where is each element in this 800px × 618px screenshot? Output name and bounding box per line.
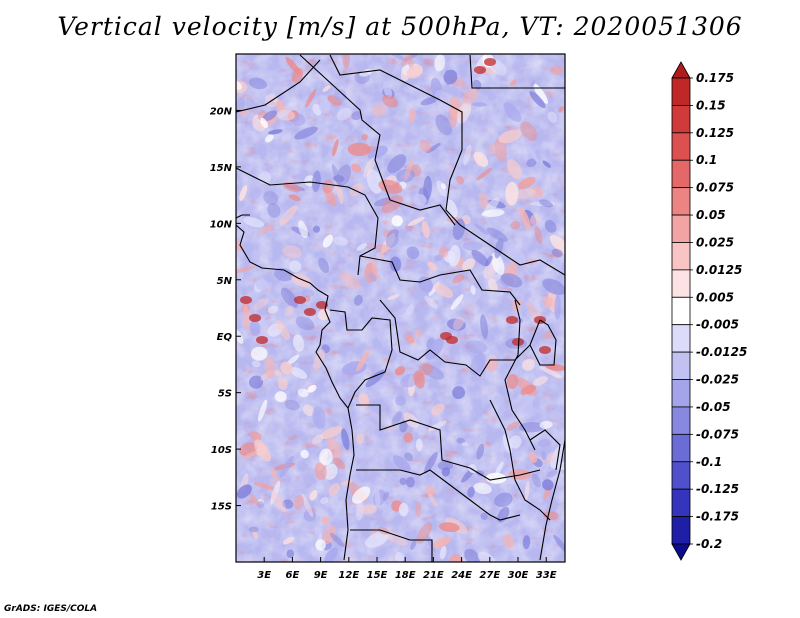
colorbar-box xyxy=(671,242,691,271)
lon-tick-label: 3E xyxy=(257,570,271,581)
grads-credit: GrADS: IGES/COLA xyxy=(4,604,98,614)
lat-tick-label: 10S xyxy=(211,445,232,456)
lon-tick-label: 24E xyxy=(451,570,472,581)
colorbar: 0.175 0.15 0.125 0.1 0.075 0.05 0.025 0.0125 0.0… xyxy=(671,61,747,561)
colorbar-box xyxy=(671,351,691,380)
colorbar-label: 0.025 xyxy=(696,235,734,249)
colorbar-box xyxy=(671,105,691,134)
colorbar-box xyxy=(671,433,691,463)
vertical-velocity-field xyxy=(236,54,565,562)
colorbar-label: 0.1 xyxy=(696,153,717,167)
lon-tick-label: 21E xyxy=(423,570,444,581)
map-title: Vertical velocity [m/s] at 500hPa, VT: 2… xyxy=(57,12,743,41)
longitude-axis: 3E 6E 9E 12E 15E 18E 21E 24E 27E 30E 33E xyxy=(257,557,557,581)
colorbar-box xyxy=(671,77,691,106)
lon-tick-label: 18E xyxy=(395,570,416,581)
colorbar-label: -0.025 xyxy=(696,373,739,387)
colorbar-box xyxy=(671,296,691,326)
plot-frame xyxy=(235,53,566,563)
colorbar-label: -0.005 xyxy=(696,318,739,332)
colorbar-label: 0.175 xyxy=(696,71,734,85)
lat-tick-label: 5N xyxy=(217,276,233,287)
lat-tick-label: 15S xyxy=(211,502,232,513)
colorbar-label: -0.175 xyxy=(696,510,739,524)
colorbar-box xyxy=(671,461,691,490)
lat-tick-label: EQ xyxy=(217,332,233,343)
lon-tick-label: 33E xyxy=(536,570,557,581)
colorbar-label: -0.05 xyxy=(696,400,731,414)
colorbar-label: 0.0125 xyxy=(696,263,742,277)
colorbar-label: -0.2 xyxy=(696,537,722,551)
lat-tick-label: 10N xyxy=(210,219,233,230)
colorbar-label: 0.05 xyxy=(696,208,726,222)
lon-tick-label: 30E xyxy=(508,570,529,581)
lat-tick-label: 15N xyxy=(210,163,233,174)
lat-tick-label: 20N xyxy=(210,106,233,117)
colorbar-box xyxy=(671,187,691,216)
colorbar-box xyxy=(671,324,691,353)
lon-tick-label: 9E xyxy=(314,570,328,581)
colorbar-box xyxy=(671,379,691,408)
colorbar-box xyxy=(671,132,691,161)
lon-tick-label: 27E xyxy=(479,570,500,581)
colorbar-label: 0.005 xyxy=(696,290,734,304)
colorbar-label: 0.125 xyxy=(696,126,734,140)
colorbar-box xyxy=(671,406,691,435)
colorbar-label: -0.125 xyxy=(696,482,739,496)
colorbar-label: -0.0125 xyxy=(696,345,747,359)
colorbar-box xyxy=(671,488,691,517)
colorbar-label: 0.075 xyxy=(696,181,734,195)
colorbar-box xyxy=(671,214,691,243)
colorbar-label: 0.15 xyxy=(696,98,726,112)
colorbar-lower-triangle xyxy=(671,543,691,561)
colorbar-box xyxy=(671,269,691,298)
country-borders xyxy=(236,54,565,562)
colorbar-upper-triangle xyxy=(671,61,691,79)
lon-tick-label: 12E xyxy=(338,570,359,581)
lat-tick-label: 5S xyxy=(218,389,232,400)
colorbar-box xyxy=(671,159,691,189)
latitude-axis: 20N 15N 10N 5N EQ 5S 10S 15S xyxy=(210,106,241,513)
lon-tick-label: 15E xyxy=(367,570,388,581)
lon-tick-label: 6E xyxy=(286,570,300,581)
colorbar-label: -0.075 xyxy=(696,427,739,441)
colorbar-label: -0.1 xyxy=(696,455,722,469)
colorbar-box xyxy=(671,516,691,545)
